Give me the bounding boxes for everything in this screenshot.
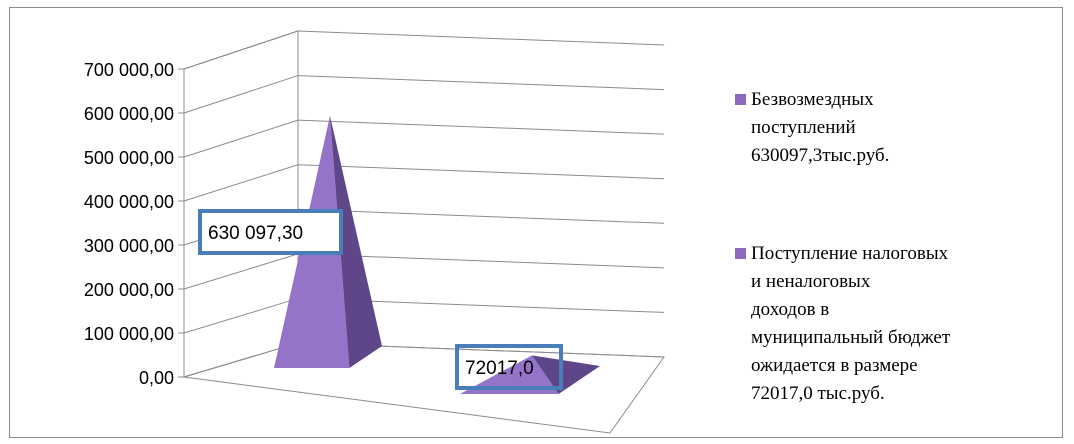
y-tick-label: 600 000,00	[84, 104, 174, 124]
svg-text:72017,0: 72017,0	[465, 358, 534, 379]
legend-marker-1	[735, 94, 746, 105]
y-tick-label: 100 000,00	[84, 324, 174, 344]
y-tick-label: 0,00	[139, 368, 174, 388]
gridline-back	[297, 75, 665, 91]
y-tick-label: 700 000,00	[84, 60, 174, 80]
legend-label-2: Поступление налоговых и неналоговых дохо…	[751, 243, 951, 404]
data-label-1: 630 097,30	[198, 209, 343, 255]
gridline-back	[297, 208, 665, 224]
y-axis-ticks: 0,00 100 000,00 200 000,00 300 000,00 400 00…	[84, 60, 184, 388]
gridline-side	[183, 119, 299, 158]
svg-text:630 097,30: 630 097,30	[208, 223, 303, 244]
floor	[183, 342, 665, 434]
legend-item-2: Поступление налоговых и неналоговых дохо…	[735, 240, 1065, 408]
legend-label-1: Безвозмездных поступлений 630097,3тыс.ру…	[751, 89, 890, 166]
gridline-back	[297, 30, 665, 46]
data-label-2: 72017,0	[455, 344, 563, 390]
y-tick-label: 400 000,00	[84, 192, 174, 212]
gridline-back	[297, 119, 665, 135]
y-tick-label: 300 000,00	[84, 236, 174, 256]
gridline-side	[183, 75, 299, 114]
data-labels: 630 097,30 72017,0	[198, 209, 563, 390]
gridline-side	[183, 30, 299, 70]
side-wall	[183, 30, 299, 378]
legend-marker-2	[735, 248, 746, 259]
y-tick-label: 500 000,00	[84, 148, 174, 168]
gridline-side	[183, 164, 299, 202]
pyramid-2	[460, 355, 600, 394]
gridline-side	[183, 253, 299, 290]
gridline-back	[297, 164, 665, 180]
y-tick-label: 200 000,00	[84, 280, 174, 300]
gridline-side	[183, 297, 299, 334]
legend-item-1: Безвозмездных поступлений 630097,3тыс.ру…	[735, 86, 1065, 170]
